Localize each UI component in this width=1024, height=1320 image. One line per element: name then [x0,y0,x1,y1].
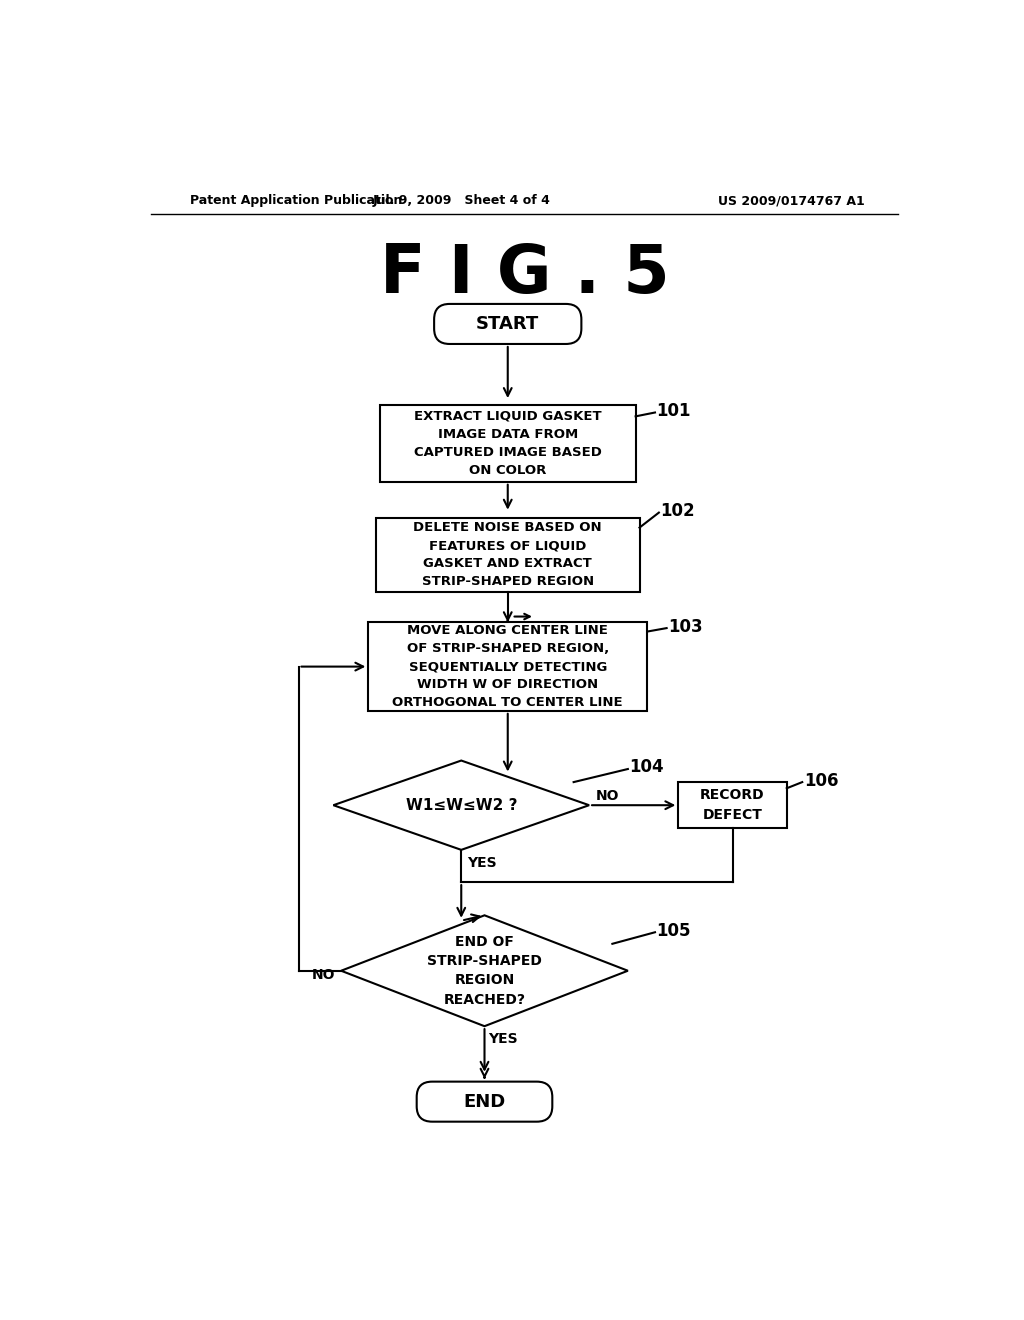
Text: 102: 102 [660,502,695,520]
Text: US 2009/0174767 A1: US 2009/0174767 A1 [718,194,864,207]
Text: YES: YES [488,1032,518,1047]
Bar [380,405,636,482]
Text: Patent Application Publication: Patent Application Publication [190,194,402,207]
Text: START: START [476,315,540,333]
Text: END OF
STRIP-SHAPED
REGION
REACHED?: END OF STRIP-SHAPED REGION REACHED? [427,935,542,1007]
Text: 101: 101 [656,403,691,420]
Bar [678,781,786,829]
Text: END: END [464,1093,506,1110]
FancyBboxPatch shape [417,1081,552,1122]
Bar [376,519,640,591]
Text: 104: 104 [630,759,664,776]
Text: DELETE NOISE BASED ON
FEATURES OF LIQUID
GASKET AND EXTRACT
STRIP-SHAPED REGION: DELETE NOISE BASED ON FEATURES OF LIQUID… [414,521,602,589]
Text: EXTRACT LIQUID GASKET
IMAGE DATA FROM
CAPTURED IMAGE BASED
ON COLOR: EXTRACT LIQUID GASKET IMAGE DATA FROM CA… [414,409,602,477]
Bar [369,622,647,711]
Text: RECORD
DEFECT: RECORD DEFECT [700,788,765,822]
Text: NO: NO [311,968,335,982]
FancyBboxPatch shape [434,304,582,345]
Text: NO: NO [595,789,618,803]
Text: 106: 106 [804,772,839,789]
Text: 105: 105 [656,921,691,940]
Text: Jul. 9, 2009   Sheet 4 of 4: Jul. 9, 2009 Sheet 4 of 4 [373,194,550,207]
Text: 103: 103 [669,618,702,635]
Text: W1≤W≤W2 ?: W1≤W≤W2 ? [406,797,517,813]
Text: F I G . 5: F I G . 5 [380,242,670,308]
Text: YES: YES [467,855,497,870]
Text: MOVE ALONG CENTER LINE
OF STRIP-SHAPED REGION,
SEQUENTIALLY DETECTING
WIDTH W OF: MOVE ALONG CENTER LINE OF STRIP-SHAPED R… [392,624,623,709]
Polygon shape [341,915,628,1026]
Polygon shape [334,760,589,850]
